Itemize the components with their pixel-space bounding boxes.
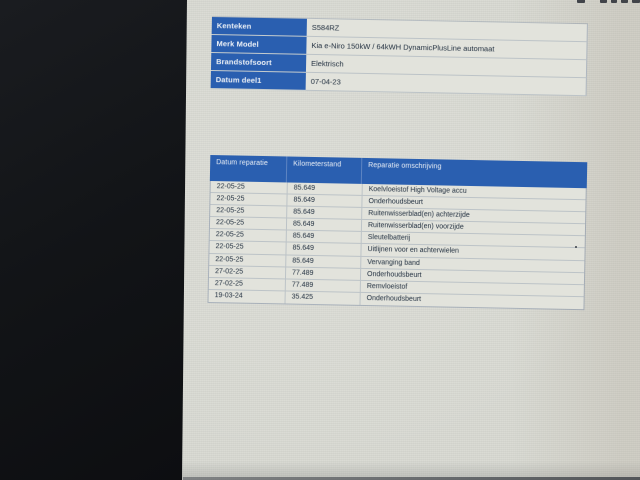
- repair-date-cell: 19-03-24: [208, 289, 286, 304]
- vehicle-info-label: Datum deel1: [210, 70, 306, 91]
- cutoff-text-mark: [611, 0, 617, 3]
- repair-odometer-cell: 35.425: [285, 291, 361, 305]
- repair-table-body: 22-05-25 85.649 Koelvloeistof High Volta…: [207, 180, 587, 311]
- cutoff-text-mark: [632, 0, 640, 3]
- cutoff-text-mark: [600, 0, 607, 3]
- repair-header-odometer: Kilometerstand: [286, 156, 363, 184]
- vehicle-info-label: Merk Model: [211, 34, 307, 55]
- repair-header-date: Datum reparatie: [209, 154, 288, 183]
- cutoff-text-mark: [577, 0, 585, 3]
- screen-bottom-edge: [183, 477, 640, 480]
- repair-history-table: Datum reparatie Kilometerstand Reparatie…: [207, 154, 588, 311]
- vehicle-info-table: Kenteken S584RZ Merk Model Kia e-Niro 15…: [210, 16, 588, 97]
- vehicle-info-label: Brandstofsoort: [210, 52, 307, 73]
- cursor-dot: [575, 246, 577, 248]
- cutoff-text-mark: [621, 0, 628, 3]
- vehicle-info-label: Kenteken: [211, 16, 307, 37]
